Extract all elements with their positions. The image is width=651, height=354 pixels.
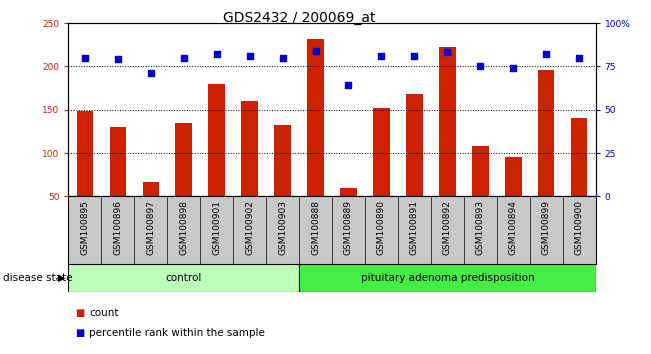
Bar [109,127,126,196]
Point [244,53,255,59]
Text: GSM100899: GSM100899 [542,200,551,255]
Bar [68,264,299,292]
Bar [505,156,521,196]
Point [442,50,452,55]
Bar [274,125,291,196]
Text: percentile rank within the sample: percentile rank within the sample [89,328,265,338]
Point [475,64,486,69]
Point [79,55,90,61]
Point [311,48,321,53]
Point [178,55,189,61]
Bar [340,188,357,196]
Bar [242,101,258,196]
Text: disease state: disease state [3,273,73,283]
Text: GSM100898: GSM100898 [179,200,188,255]
Bar [571,118,587,196]
Text: GSM100892: GSM100892 [443,200,452,255]
Point [409,53,420,59]
Bar [143,182,159,196]
Text: GSM100902: GSM100902 [245,200,254,255]
Text: GSM100901: GSM100901 [212,200,221,255]
Point [343,82,353,88]
Text: GSM100891: GSM100891 [410,200,419,255]
Text: count: count [89,308,118,318]
Text: ■: ■ [75,328,84,338]
Text: GSM100897: GSM100897 [146,200,155,255]
Point [574,55,585,61]
Text: GSM100895: GSM100895 [80,200,89,255]
Bar [299,264,596,292]
Point [508,65,518,71]
Point [277,55,288,61]
Point [212,51,222,57]
Point [541,51,551,57]
Text: GSM100893: GSM100893 [476,200,485,255]
Text: GSM100890: GSM100890 [377,200,386,255]
Text: GSM100894: GSM100894 [509,200,518,255]
Point [376,53,387,59]
Bar [538,70,555,196]
Text: ■: ■ [75,308,84,318]
Text: GDS2432 / 200069_at: GDS2432 / 200069_at [223,11,376,25]
Point [146,70,156,76]
Text: pituitary adenoma predisposition: pituitary adenoma predisposition [361,273,534,283]
Text: GSM100903: GSM100903 [278,200,287,255]
Bar [307,39,324,196]
Bar [472,146,488,196]
Bar [373,108,390,196]
Text: control: control [165,273,202,283]
Text: GSM100896: GSM100896 [113,200,122,255]
Text: GSM100888: GSM100888 [311,200,320,255]
Bar [77,112,93,196]
Point [113,57,123,62]
Text: ▶: ▶ [57,273,65,283]
Bar [176,123,192,196]
Bar [208,84,225,196]
Text: GSM100900: GSM100900 [575,200,584,255]
Bar [439,47,456,196]
Bar [406,94,422,196]
Text: GSM100889: GSM100889 [344,200,353,255]
